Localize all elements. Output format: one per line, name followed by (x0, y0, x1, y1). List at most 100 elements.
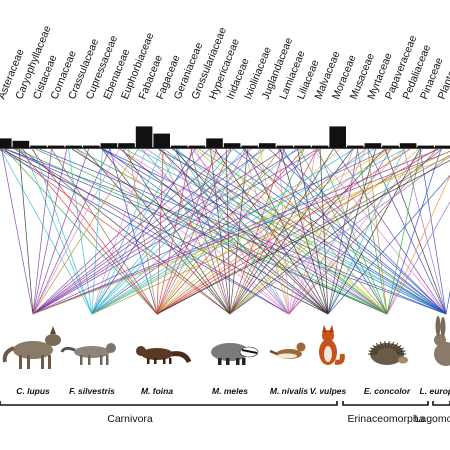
interaction-link (268, 148, 447, 315)
mammal-species-label: M. nivalis (270, 386, 309, 396)
plant-degree-bar (329, 126, 346, 148)
interaction-link (32, 148, 231, 315)
interaction-link (32, 148, 111, 315)
plant-degree-bar (47, 145, 65, 148)
mammal-species-label: E. concolor (364, 386, 411, 396)
interaction-link (91, 148, 375, 315)
interaction-link (156, 148, 366, 315)
plant-degree-bar (12, 140, 30, 148)
interaction-link (229, 148, 385, 315)
plant-degree-bar (100, 143, 118, 148)
interaction-link (91, 148, 246, 315)
plant-degree-bar (276, 145, 294, 148)
mammal-species-label: L. europaeus (420, 386, 450, 396)
interaction-link (83, 148, 231, 315)
interaction-link (229, 148, 334, 315)
interaction-link (156, 148, 411, 315)
interaction-link (91, 148, 355, 315)
interaction-link (210, 148, 447, 315)
plant-degree-bar (0, 138, 12, 148)
interaction-link (229, 148, 405, 315)
interaction-link (18, 148, 158, 315)
interaction-link (279, 148, 329, 315)
interaction-link (18, 148, 34, 315)
interaction-link (23, 148, 93, 315)
interaction-link (173, 148, 329, 315)
interaction-link (32, 148, 52, 315)
interaction-link (208, 148, 388, 315)
interaction-link (312, 148, 447, 315)
interaction-link (14, 148, 290, 315)
interaction-link (72, 148, 329, 315)
plant-degree-bar (153, 133, 170, 148)
interaction-link (229, 155, 450, 315)
plant-degree-bar (188, 145, 206, 148)
marten-icon (136, 346, 192, 364)
interaction-link (288, 148, 354, 315)
mammal-species-label: M. meles (212, 386, 248, 396)
interaction-link (288, 148, 367, 315)
interaction-link (288, 148, 424, 315)
plant-degree-bar (206, 138, 223, 148)
mammal-species-label: V. vulpes (310, 386, 347, 396)
interaction-link (288, 148, 317, 315)
interaction-link (156, 154, 450, 315)
order-label: Lagomorpha (415, 413, 450, 425)
wildcat-icon (60, 343, 116, 365)
interaction-link (163, 148, 388, 315)
interaction-link (225, 148, 231, 315)
interaction-link (214, 148, 329, 315)
interaction-link (288, 148, 438, 315)
plant-degree-bar (435, 145, 450, 148)
interaction-link (194, 148, 290, 315)
interaction-link (91, 148, 405, 315)
mammal-species-label: C. lupus (16, 386, 50, 396)
interaction-link (357, 148, 388, 315)
plant-degree-bar (399, 143, 417, 148)
interaction-link (1, 148, 34, 315)
interaction-link (229, 148, 420, 315)
interaction-link (229, 148, 285, 315)
plant-degree-bar (347, 145, 364, 148)
plant-degree-bar (223, 143, 241, 148)
interaction-link (68, 148, 93, 315)
plant-degree-bar (382, 145, 399, 148)
interaction-link (91, 148, 262, 315)
mammal-species-label: M. foina (141, 386, 173, 396)
interaction-link (156, 148, 437, 315)
interaction-link (75, 148, 290, 315)
mammal-icons (2, 316, 450, 369)
interaction-link (39, 148, 447, 315)
badger-icon (211, 343, 259, 365)
plant-degree-bar (311, 145, 329, 148)
interaction-link (386, 201, 450, 315)
plant-degree-bar (294, 145, 311, 148)
interaction-link (229, 148, 305, 315)
interaction-link (4, 148, 158, 315)
plant-degree-bar (118, 143, 135, 148)
interaction-link (210, 148, 231, 315)
interaction-link (386, 148, 422, 315)
plant-degree-bars (0, 126, 450, 148)
interaction-link (32, 148, 252, 315)
order-bracket (432, 401, 450, 406)
interaction-link (32, 156, 450, 315)
interaction-link (32, 148, 389, 315)
order-label: Erinaceomorpha (347, 413, 424, 425)
interaction-link (156, 148, 281, 315)
interaction-link (32, 148, 265, 315)
interaction-link (32, 148, 120, 315)
interaction-link (156, 148, 304, 315)
interaction-link (91, 148, 391, 315)
interaction-link (367, 148, 447, 315)
plant-degree-bar (241, 145, 258, 148)
wolf-icon (2, 326, 61, 369)
order-brackets: Carnivora ErinaceomorphaLagomorpha (0, 401, 450, 425)
plant-degree-bar (171, 145, 188, 148)
plant-degree-bar (65, 145, 82, 148)
interaction-links (0, 148, 450, 315)
weasel-icon (269, 342, 306, 359)
interaction-link (32, 148, 210, 315)
plant-degree-bar (83, 145, 100, 148)
interaction-link (32, 148, 68, 315)
